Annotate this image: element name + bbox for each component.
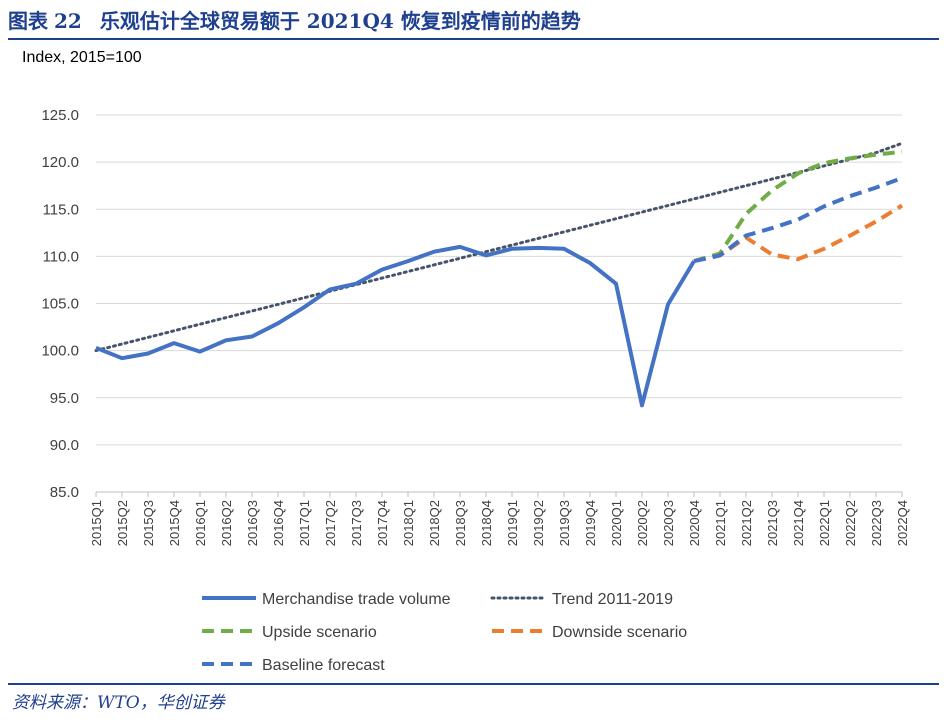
- x-tick-label: 2018Q3: [453, 500, 468, 546]
- x-tick-label: 2015Q3: [141, 500, 156, 546]
- series-line-trend-2011-2019: [94, 141, 904, 353]
- x-tick-label: 2021Q3: [765, 500, 780, 546]
- legend-label-downside-scenario: Downside scenario: [552, 624, 687, 641]
- y-tick-label: 105.0: [41, 296, 79, 313]
- x-tick-label: 2017Q4: [375, 500, 390, 546]
- bottom-rule: [8, 683, 939, 685]
- source-note: 资料来源：WTO，华创证券: [12, 693, 225, 713]
- y-tick-label: 120.0: [41, 154, 79, 171]
- x-tick-label: 2022Q4: [895, 500, 910, 546]
- x-tick-label: 2022Q1: [817, 500, 832, 546]
- x-tick-label: 2018Q1: [401, 500, 416, 546]
- x-tick-label: 2020Q1: [609, 500, 624, 546]
- y-tick-label: 125.0: [41, 107, 79, 124]
- figure-number: 22: [54, 9, 82, 33]
- x-tick-label: 2016Q2: [219, 500, 234, 546]
- x-tick-label: 2015Q4: [167, 500, 182, 546]
- x-tick-label: 2017Q3: [349, 500, 364, 546]
- x-tick-label: 2015Q2: [115, 500, 130, 546]
- x-tick-label: 2022Q3: [869, 500, 884, 546]
- x-tick-label: 2016Q1: [193, 500, 208, 546]
- x-tick-label: 2018Q4: [479, 500, 494, 546]
- x-tick-label: 2016Q4: [271, 500, 286, 546]
- series-line-upside-scenario: [693, 149, 903, 264]
- series-line-downside-scenario: [693, 203, 904, 264]
- x-tick-label: 2017Q2: [323, 500, 338, 546]
- x-tick-label: 2019Q3: [557, 500, 572, 546]
- series-line-merchandise-trade-volume: [95, 244, 696, 408]
- x-tick-label: 2021Q4: [791, 500, 806, 546]
- x-tick-label: 2017Q1: [297, 500, 312, 546]
- legend-label-baseline-forecast: Baseline forecast: [262, 657, 385, 674]
- y-tick-label: 85.0: [50, 484, 79, 501]
- x-tick-label: 2015Q1: [89, 500, 104, 546]
- x-tick-label: 2019Q1: [505, 500, 520, 546]
- legend-label-trend-2011-2019: Trend 2011-2019: [552, 591, 673, 608]
- x-tick-label: 2020Q4: [687, 500, 702, 546]
- y-tick-label: 95.0: [50, 390, 79, 407]
- x-tick-label: 2016Q3: [245, 500, 260, 546]
- x-tick-label: 2022Q2: [843, 500, 858, 546]
- legend-label-upside-scenario: Upside scenario: [262, 624, 377, 641]
- x-tick-label: 2021Q1: [713, 500, 728, 546]
- top-rule: [8, 38, 939, 40]
- figure-title-text: 乐观估计全球贸易额于 2021Q4 恢复到疫情前的趋势: [99, 9, 581, 33]
- y-axis-label: Index, 2015=100: [22, 49, 142, 66]
- x-tick-label: 2019Q4: [583, 500, 598, 546]
- y-tick-label: 100.0: [41, 343, 79, 360]
- y-tick-label: 110.0: [43, 248, 79, 265]
- x-tick-label: 2020Q3: [661, 500, 676, 546]
- y-tick-label: 115.0: [43, 201, 79, 218]
- legend-label-merchandise-trade-volume: Merchandise trade volume: [262, 591, 451, 608]
- y-tick-label: 90.0: [50, 437, 79, 454]
- figure-label: 图表: [8, 9, 48, 33]
- x-tick-label: 2019Q2: [531, 500, 546, 546]
- figure-title: 图表 22 乐观估计全球贸易额于 2021Q4 恢复到疫情前的趋势: [8, 6, 939, 36]
- x-tick-label: 2020Q2: [635, 500, 650, 546]
- x-tick-label: 2018Q2: [427, 500, 442, 546]
- x-tick-label: 2021Q2: [739, 500, 754, 546]
